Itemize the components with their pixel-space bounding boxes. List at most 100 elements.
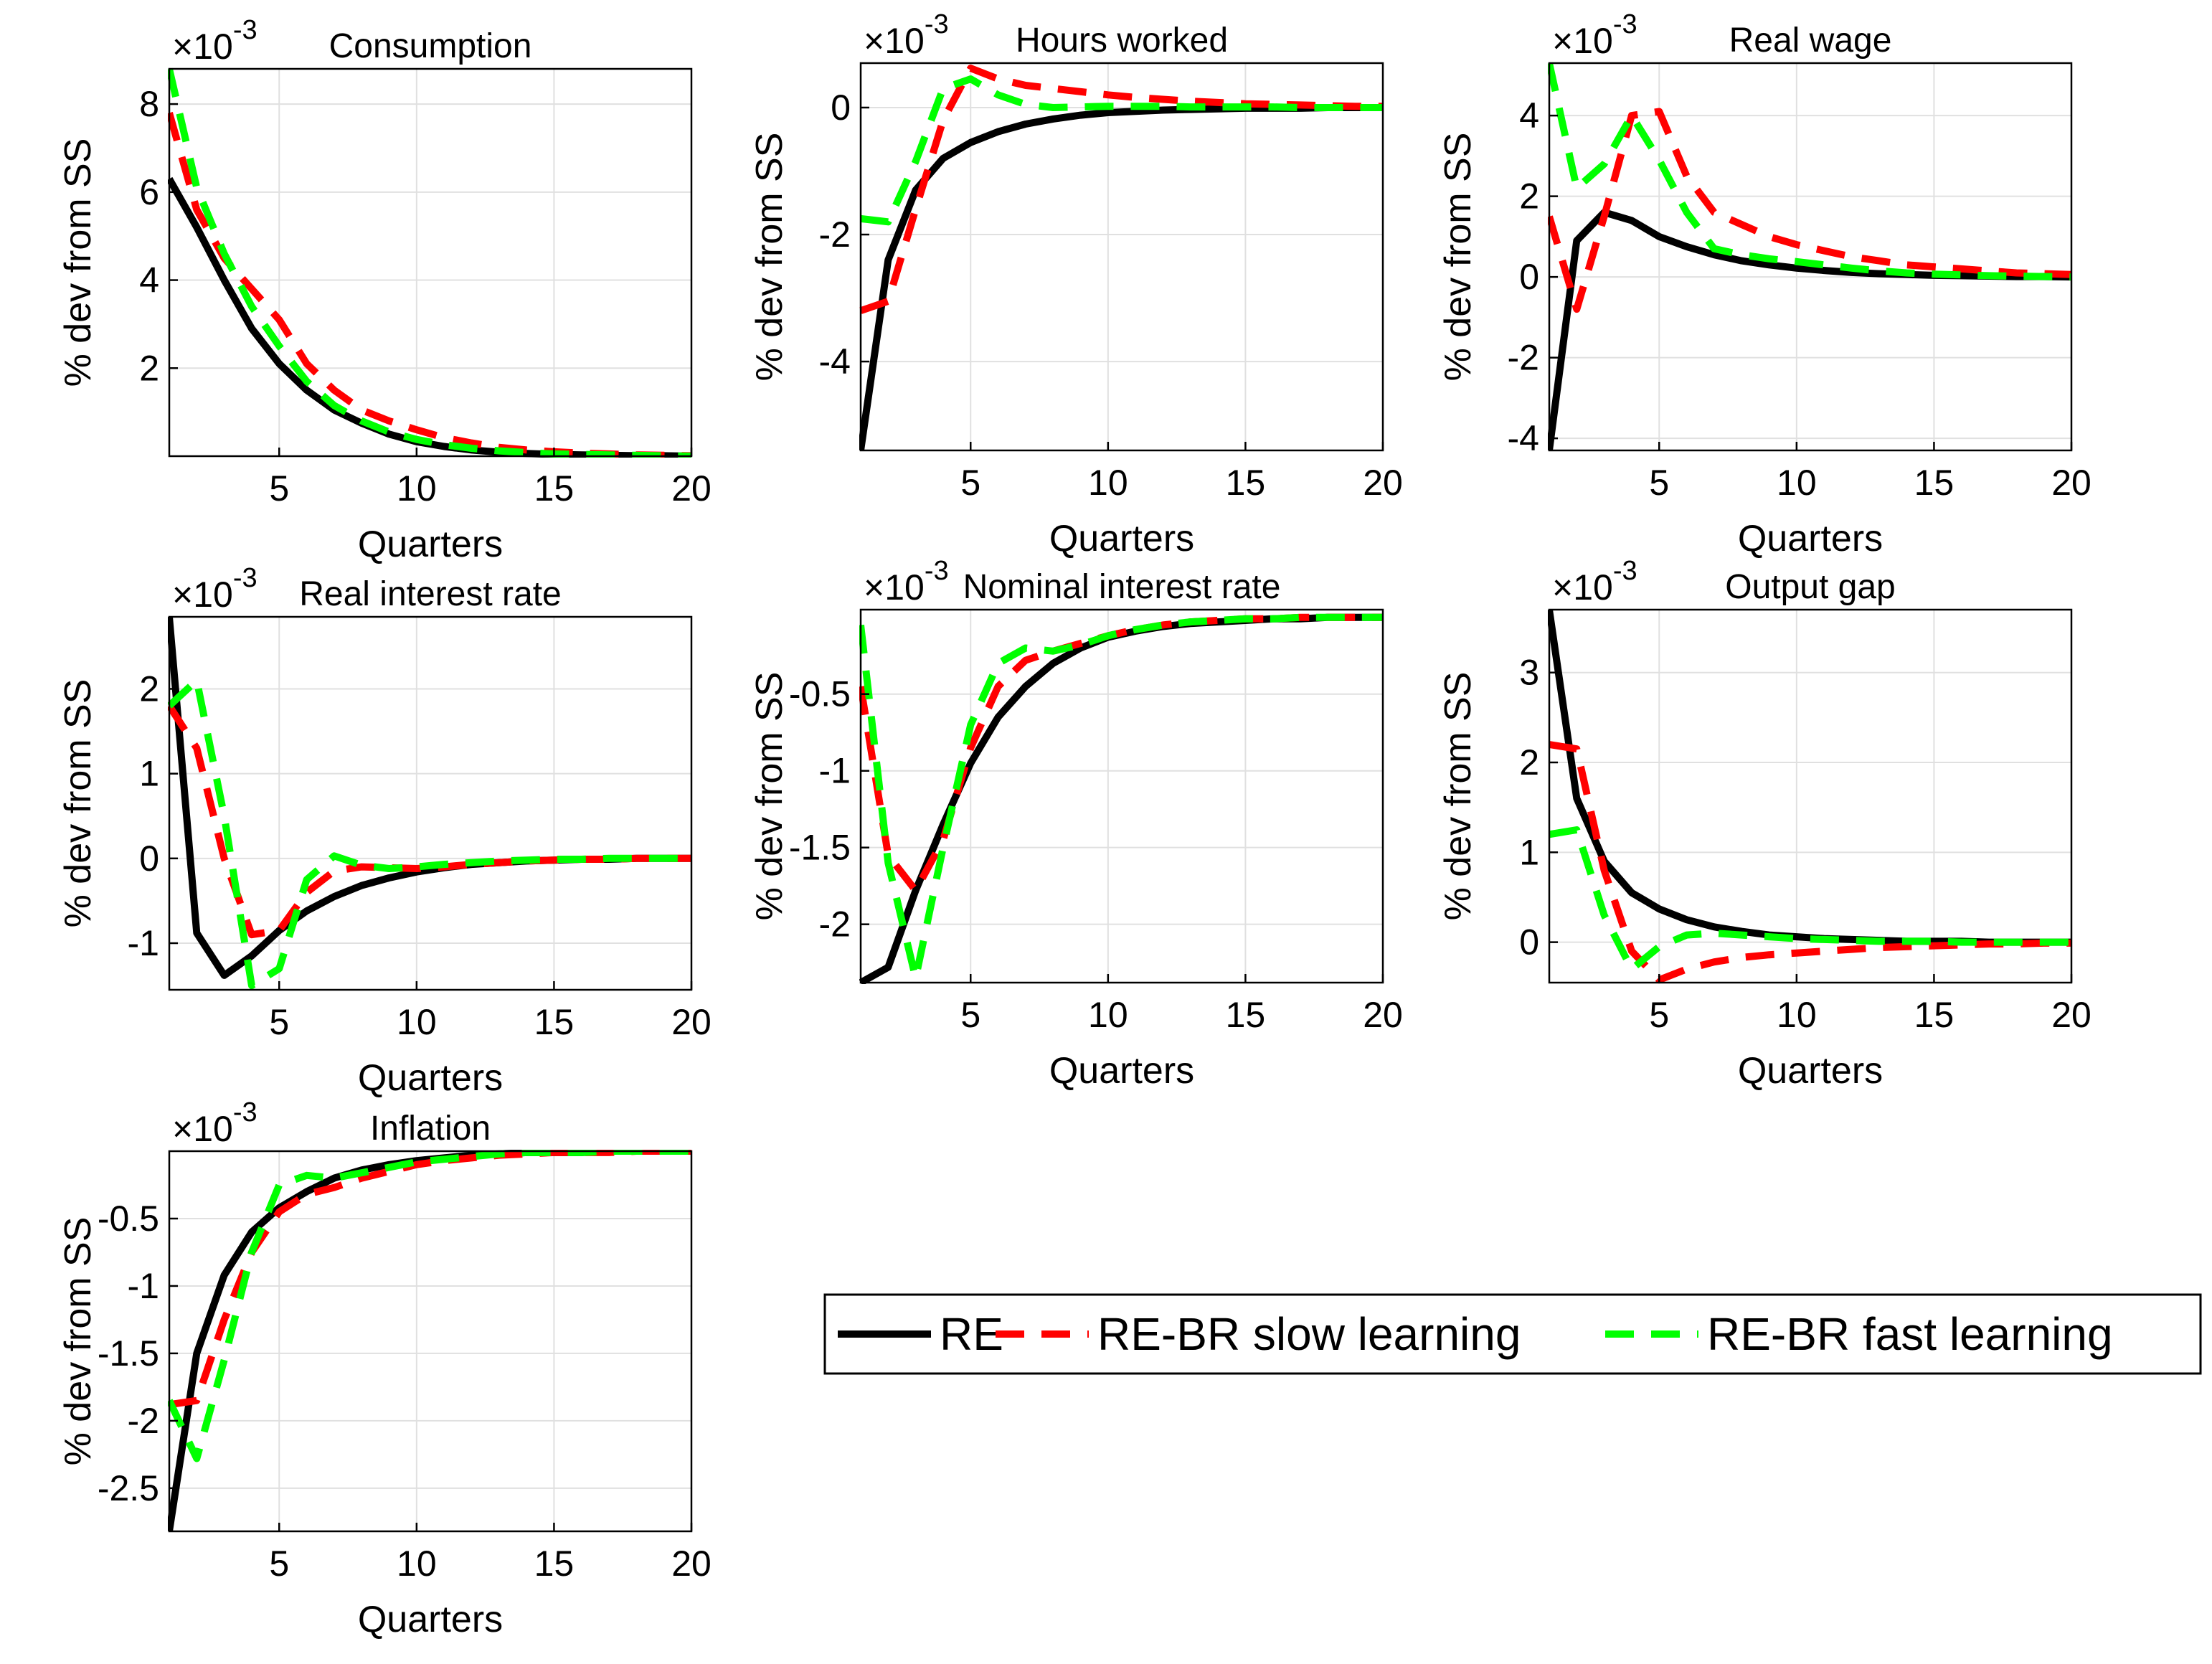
y-tick-label: 4 [139,260,159,301]
panel-title: Output gap [1725,568,1896,606]
y-tick-label: -1 [819,751,851,791]
series-line-re-br-fast-learning [168,1150,691,1462]
series-line-re-br-slow-learning [168,704,691,939]
y-tick-label: 3 [1519,653,1539,693]
x-tick-label: 15 [534,1544,575,1584]
y-tick-label: -0.5 [98,1199,159,1239]
x-tick-label: 20 [671,1544,712,1584]
series-line-re-br-slow-learning [1548,108,2072,313]
panel-title: Nominal interest rate [963,568,1281,606]
x-tick-label: 10 [1777,463,1817,503]
axes-box [1548,62,2073,452]
x-tick-label: 15 [1226,995,1266,1035]
series-line-re-br-fast-learning [1548,62,2072,281]
axes-box [168,1150,693,1533]
x-tick-label: 15 [1226,463,1266,503]
x-tick-label: 20 [671,468,712,509]
series-line-re-br-fast-learning [168,676,691,990]
x-axis-label: Quarters [1738,1050,1883,1092]
panel-title: Hours worked [1016,22,1228,60]
y-tick-label: -2.5 [98,1468,159,1508]
y-tick-label: -4 [819,341,851,382]
y-tick-label: 2 [1519,742,1539,783]
y-tick-label: 4 [1519,95,1539,136]
x-tick-label: 5 [269,1544,289,1584]
x-tick-label: 10 [1088,995,1128,1035]
x-axis-label: Quarters [358,1599,503,1640]
x-tick-label: 15 [534,468,575,509]
x-tick-label: 5 [960,995,980,1035]
y-tick-label: -4 [1508,418,1539,458]
x-tick-label: 10 [397,1002,437,1042]
panel-inflation: 5 10 15 20 -2.5 -2 -1.5 -1 -0.5 Quarters % dev fro… [57,1097,712,1640]
y-axis-label: % dev from SS [1437,133,1479,382]
x-tick-label: 5 [269,468,289,509]
panel-title: Real wage [1729,22,1892,60]
x-axis-label: Quarters [1738,518,1883,559]
y-tick-label: 2 [139,348,159,388]
axes-box [859,608,1384,984]
y-tick-label: 8 [139,84,159,124]
y-tick-label: -2 [819,904,851,945]
plot-area [169,617,691,990]
plot-area [169,1151,691,1531]
y-tick-label: 0 [831,88,851,128]
panel-title: Inflation [370,1110,491,1148]
x-tick-label: 10 [397,468,437,509]
y-tick-label: 1 [1519,832,1539,872]
panel-nominal-interest-rate: 5 10 15 20 -2 -1.5 -1 -0.5 Quarters % dev from SS… [749,556,1403,1092]
x-axis-label: Quarters [358,524,503,565]
series-line-re-br-fast-learning [1549,826,2071,973]
y-tick-label: 6 [139,172,159,212]
y-axis-label: % dev from SS [749,133,790,382]
series-line-re-br-fast-learning [859,613,1383,982]
plot-area [169,69,691,456]
x-axis-label: Quarters [1049,518,1194,559]
axes-box [168,615,693,991]
x-axis-label: Quarters [1049,1050,1194,1092]
x-tick-label: 15 [1914,995,1955,1035]
plot-area [861,63,1383,450]
y-tick-label: -0.5 [789,674,851,714]
legend-label-re-br-slow-learning: RE-BR slow learning [1097,1308,1521,1360]
series-line-re-br-fast-learning [860,75,1383,226]
y-tick-label: -1.5 [98,1333,159,1374]
y-tick-label: -1 [128,1266,159,1306]
y-tick-label: -2 [1508,338,1539,378]
x-tick-label: 20 [671,1002,712,1042]
y-tick-label: -2 [819,214,851,255]
y-tick-label: -1.5 [789,828,851,868]
x-tick-label: 20 [1363,463,1403,503]
y-tick-label: -1 [128,923,159,963]
x-tick-label: 20 [1363,995,1403,1035]
y-tick-label: 0 [1519,257,1539,297]
y-axis-label: % dev from SS [57,1217,99,1466]
y-tick-label: 0 [1519,922,1539,963]
y-tick-label: 1 [139,754,159,794]
y-tick-label: 2 [139,668,159,709]
axes-box [168,67,693,458]
x-tick-label: 20 [2051,995,2092,1035]
axes-box [1548,608,2073,984]
series-line-re-br-fast-learning [168,67,692,458]
x-tick-label: 10 [397,1544,437,1584]
y-axis-label: % dev from SS [57,138,99,387]
axes-box [859,62,1384,452]
y-axis-label: % dev from SS [749,672,790,921]
plot-area [1549,610,2071,983]
x-tick-label: 20 [2051,463,2092,503]
x-tick-label: 5 [1649,463,1669,503]
y-axis-label: % dev from SS [57,679,99,928]
panel-title: Real interest rate [299,575,562,613]
y-tick-label: -2 [128,1401,159,1441]
x-tick-label: 15 [1914,463,1955,503]
x-tick-label: 15 [534,1002,575,1042]
y-tick-label: 0 [139,838,159,879]
x-tick-label: 5 [960,463,980,503]
panel-title: Consumption [329,27,532,65]
